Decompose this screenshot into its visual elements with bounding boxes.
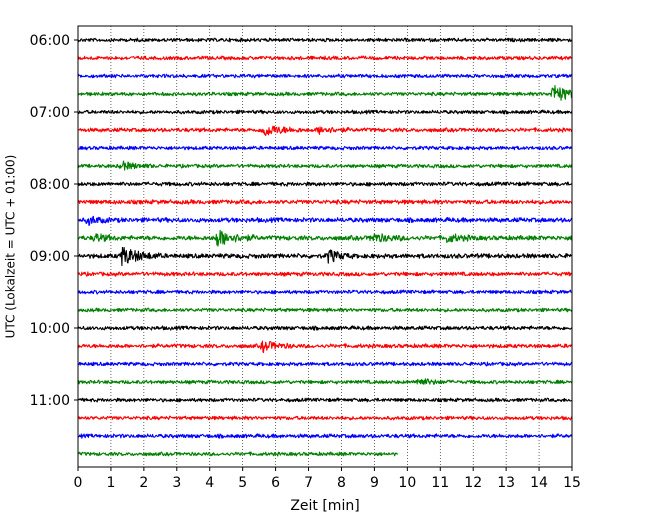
trace-line bbox=[77, 181, 573, 187]
x-tick-label: 5 bbox=[238, 475, 247, 491]
trace-line bbox=[77, 85, 573, 101]
trace-line bbox=[77, 215, 573, 227]
trace-line bbox=[77, 415, 573, 421]
trace-line bbox=[77, 361, 573, 367]
trace-line bbox=[77, 125, 573, 137]
x-tick-label: 8 bbox=[337, 475, 346, 491]
y-tick-label: 09:00 bbox=[30, 249, 70, 265]
trace-line bbox=[77, 199, 573, 205]
y-tick-label: 07:00 bbox=[30, 105, 70, 121]
x-tick-label: 3 bbox=[172, 475, 181, 491]
trace-line bbox=[77, 397, 573, 403]
trace-line bbox=[77, 145, 573, 151]
seismic-traces bbox=[77, 37, 573, 457]
y-tick-label: 11:00 bbox=[30, 393, 70, 409]
x-tick-label: 13 bbox=[497, 475, 515, 491]
trace-line bbox=[77, 271, 573, 277]
x-tick-label: 0 bbox=[74, 475, 83, 491]
y-tick-label: 08:00 bbox=[30, 177, 70, 193]
trace-line bbox=[77, 73, 573, 79]
trace-line bbox=[77, 289, 573, 295]
trace-line bbox=[77, 246, 573, 267]
x-tick-label: 14 bbox=[530, 475, 548, 491]
x-tick-label: 9 bbox=[370, 475, 379, 491]
trace-line bbox=[77, 325, 573, 331]
trace-line bbox=[77, 160, 573, 171]
trace-line bbox=[77, 55, 573, 61]
y-tick-label: 06:00 bbox=[30, 33, 70, 49]
x-axis-label: Zeit [min] bbox=[290, 498, 359, 514]
x-axis-ticks: 0 1 2 3 4 5 6 7 8 9 10 11 12 13 14 15 bbox=[74, 467, 581, 491]
y-axis-label: UTC (Lokalzeit = UTC + 01:00) bbox=[4, 155, 18, 339]
trace-line bbox=[77, 307, 573, 313]
plot-frame bbox=[77, 25, 573, 468]
x-tick-label: 4 bbox=[205, 475, 214, 491]
y-tick-label: 10:00 bbox=[30, 321, 70, 337]
x-tick-label: 7 bbox=[304, 475, 313, 491]
x-tick-label: 2 bbox=[139, 475, 148, 491]
trace-line bbox=[77, 340, 573, 354]
x-tick-label: 6 bbox=[271, 475, 280, 491]
trace-line bbox=[77, 229, 573, 247]
x-tick-label: 12 bbox=[464, 475, 482, 491]
x-tick-label: 11 bbox=[431, 475, 449, 491]
y-axis-ticks: 06:00 07:00 08:00 09:00 10:00 11:00 bbox=[30, 33, 78, 409]
x-tick-label: 15 bbox=[563, 475, 581, 491]
x-tick-label: 1 bbox=[106, 475, 115, 491]
trace-line bbox=[77, 451, 398, 457]
x-tick-label: 10 bbox=[398, 475, 416, 491]
trace-line bbox=[77, 433, 573, 439]
trace-line bbox=[77, 109, 573, 115]
trace-line bbox=[77, 37, 573, 43]
trace-line bbox=[77, 378, 573, 385]
